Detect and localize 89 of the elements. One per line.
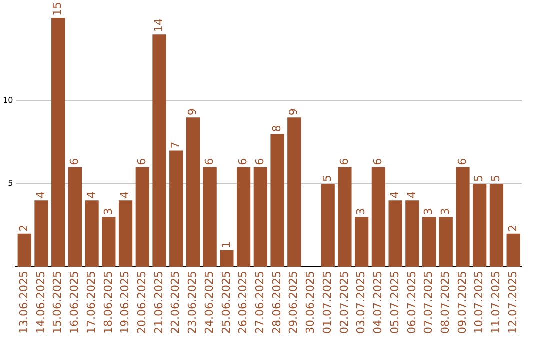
x-tick-label: 05.07.2025	[388, 271, 402, 334]
bar	[152, 34, 166, 268]
bar	[422, 217, 436, 268]
data-label: 6	[372, 158, 385, 166]
data-label: 6	[254, 158, 267, 166]
data-label: 15	[51, 2, 64, 16]
x-tick-label: 26.06.2025	[236, 271, 250, 334]
bar	[490, 184, 504, 268]
bar	[270, 134, 284, 268]
bar	[118, 200, 133, 268]
x-tick-label: 06.07.2025	[405, 271, 418, 334]
x-tick-label: 08.07.2025	[438, 271, 452, 334]
bar	[355, 217, 369, 268]
x-tick-label: 13.06.2025	[17, 271, 30, 334]
data-label: 6	[338, 158, 351, 166]
bar	[68, 167, 82, 268]
x-tick-label: 01.07.2025	[320, 271, 334, 334]
bar	[338, 167, 352, 268]
bar	[220, 250, 234, 268]
x-tick-label: 24.06.2025	[202, 271, 216, 334]
bar	[170, 150, 184, 268]
x-tick-label: 29.06.2025	[287, 271, 300, 334]
x-tick-label: 15.06.2025	[51, 271, 64, 334]
x-tick-label: 19.06.2025	[118, 271, 132, 334]
data-label: 6	[135, 158, 148, 166]
data-label: 6	[202, 158, 216, 166]
x-tick-label: 27.06.2025	[254, 271, 267, 334]
bar	[34, 200, 48, 268]
x-tick-label: 16.06.2025	[68, 271, 82, 334]
x-tick-label: 18.06.2025	[102, 271, 115, 334]
bar	[52, 18, 66, 268]
data-label: 5	[472, 175, 486, 182]
bar	[406, 200, 420, 268]
data-label: 6	[236, 158, 250, 166]
data-label: 2	[17, 224, 30, 232]
data-label: 6	[68, 158, 82, 166]
x-tick-label: 23.06.2025	[186, 271, 200, 334]
bar	[506, 234, 520, 268]
bar	[254, 167, 268, 268]
data-label: 3	[354, 208, 368, 216]
bar	[439, 217, 453, 268]
data-label: 2	[506, 224, 520, 232]
data-label: 3	[102, 208, 115, 216]
data-label: 9	[287, 108, 300, 116]
bar	[372, 167, 386, 268]
x-tick-label: 30.06.2025	[304, 271, 318, 334]
data-label: 7	[169, 142, 182, 149]
x-tick-label: 07.07.2025	[422, 271, 436, 334]
x-tick-label: 17.06.2025	[84, 271, 98, 334]
data-label: 3	[438, 208, 452, 216]
x-tick-label: 04.07.2025	[372, 271, 385, 334]
x-tick-label: 09.07.2025	[456, 271, 469, 334]
bar	[186, 118, 200, 268]
data-label: 5	[320, 175, 334, 182]
data-label: 14	[152, 18, 166, 33]
data-label: 9	[186, 108, 200, 116]
x-tick-label: 14.06.2025	[34, 271, 48, 334]
bar	[236, 167, 251, 268]
x-tick-label: 03.07.2025	[354, 271, 368, 334]
x-tick-label: 25.06.2025	[220, 271, 233, 334]
bar	[18, 234, 32, 268]
data-label: 3	[422, 208, 436, 216]
bar	[288, 118, 302, 268]
x-tick-label: 02.07.2025	[338, 271, 351, 334]
bar	[102, 217, 116, 268]
bar	[388, 200, 402, 268]
x-tick-label: 11.07.2025	[490, 271, 503, 334]
data-label: 4	[34, 192, 48, 199]
data-label: 4	[405, 192, 418, 199]
bar	[456, 167, 470, 268]
data-label: 6	[456, 158, 469, 166]
data-label: 4	[84, 192, 98, 199]
bar	[203, 167, 217, 268]
data-label: 8	[270, 125, 284, 132]
x-tick-label: 28.06.2025	[270, 271, 284, 334]
x-tick-label: 21.06.2025	[152, 271, 166, 334]
x-tick-label: 12.07.2025	[506, 271, 520, 334]
data-label: 4	[118, 192, 132, 199]
data-label: 5	[490, 175, 503, 182]
bar	[85, 200, 99, 268]
bar	[473, 184, 487, 268]
bar	[136, 167, 150, 268]
y-tick-label: 10	[2, 96, 14, 106]
bar	[321, 184, 335, 268]
x-tick-label: 20.06.2025	[135, 271, 148, 334]
data-label: 4	[388, 192, 402, 199]
x-tick-label: 22.06.2025	[169, 271, 182, 334]
x-tick-label: 10.07.2025	[472, 271, 486, 334]
data-label: 1	[220, 241, 233, 248]
